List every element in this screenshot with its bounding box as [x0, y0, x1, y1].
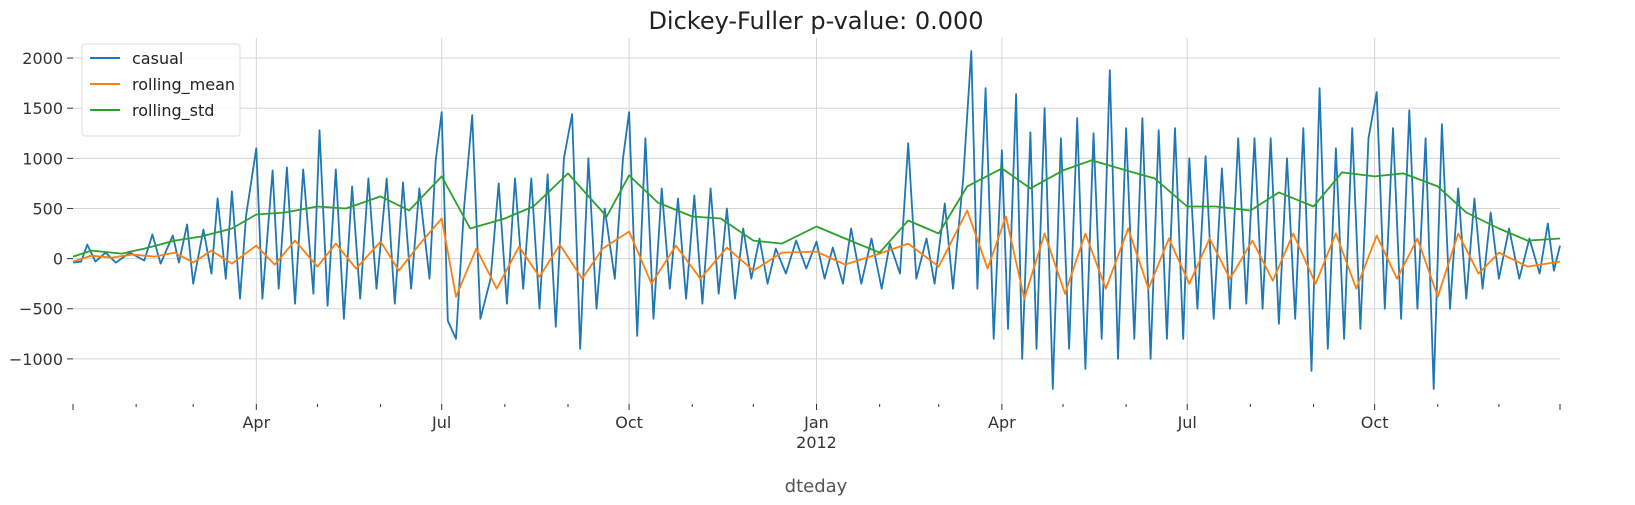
- legend: casual rolling_mean rolling_std: [81, 43, 241, 137]
- y-tick-label: −500: [19, 300, 63, 319]
- x-tick-label: Jul: [431, 413, 451, 432]
- series-line-rolling_mean: [72, 209, 1561, 300]
- y-tick-label: 500: [32, 199, 63, 218]
- y-tick-label: 2000: [22, 49, 63, 68]
- legend-box: [81, 43, 241, 137]
- legend-label: rolling_std: [132, 101, 214, 121]
- y-axis: −1000 −500 0 500 1000 1500 2000: [9, 49, 73, 369]
- x-tick-label: Jul: [1177, 413, 1197, 432]
- y-tick-label: 1000: [22, 149, 63, 168]
- x-tick-label: Apr: [242, 413, 270, 432]
- grid: [73, 38, 1560, 404]
- series-line-rolling_std: [72, 159, 1561, 258]
- x-tick-label: Oct: [615, 413, 643, 432]
- y-tick-label: 0: [53, 250, 63, 269]
- y-tick-label: 1500: [22, 99, 63, 118]
- legend-label: casual: [132, 49, 183, 68]
- x-tick-label: Jan: [803, 413, 829, 432]
- chart-title: Dickey-Fuller p-value: 0.000: [648, 7, 983, 35]
- x-tick-label: Oct: [1361, 413, 1389, 432]
- x-tick-label: Apr: [988, 413, 1016, 432]
- x-axis-label: dteday: [785, 476, 848, 497]
- series-line-casual: [72, 50, 1561, 390]
- y-tick-label: −1000: [9, 350, 63, 369]
- series-group: [72, 50, 1561, 390]
- x-tick-year-label: 2012: [796, 433, 837, 452]
- legend-label: rolling_mean: [132, 75, 235, 95]
